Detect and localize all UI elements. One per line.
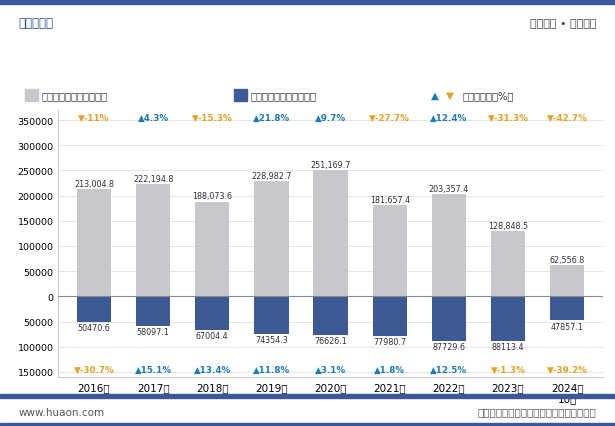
Bar (254, 296, 288, 334)
Text: 77980.7: 77980.7 (373, 337, 407, 346)
Text: ▼-1.3%: ▼-1.3% (491, 366, 525, 374)
Bar (136, 185, 170, 296)
Bar (77, 190, 111, 296)
Text: ▼-15.3%: ▼-15.3% (192, 113, 232, 122)
Text: 251,169.7: 251,169.7 (311, 160, 351, 169)
Text: 203,357.4: 203,357.4 (429, 184, 469, 193)
Text: 181,657.4: 181,657.4 (370, 195, 410, 204)
Bar (77, 296, 111, 322)
Bar (373, 296, 407, 336)
Text: 128,848.5: 128,848.5 (488, 222, 528, 230)
Bar (195, 296, 229, 330)
Bar (136, 296, 170, 326)
Text: ▲11.8%: ▲11.8% (253, 366, 290, 374)
Bar (314, 296, 347, 335)
Bar (234, 89, 247, 102)
Text: ▼-31.3%: ▼-31.3% (488, 113, 528, 122)
Text: 74354.3: 74354.3 (255, 335, 288, 344)
Bar (25, 89, 38, 102)
Text: 58097.1: 58097.1 (137, 327, 170, 336)
Bar (491, 232, 525, 296)
Text: 2016-2024年10月中国与苏丹进、出口商品总値: 2016-2024年10月中国与苏丹进、出口商品总値 (161, 53, 454, 71)
Text: ▲: ▲ (430, 91, 438, 101)
Bar (0, 423, 615, 426)
Text: ▼-11%: ▼-11% (78, 113, 109, 122)
Bar (550, 265, 584, 296)
Text: 88113.4: 88113.4 (492, 342, 525, 351)
Text: 87729.6: 87729.6 (432, 342, 466, 351)
Text: ▲9.7%: ▲9.7% (315, 113, 346, 122)
Text: ▲1.8%: ▲1.8% (374, 366, 405, 374)
Text: 同比增长率（%）: 同比增长率（%） (462, 91, 514, 101)
Text: ▲12.5%: ▲12.5% (430, 366, 467, 374)
Text: 数据来源：中国海关、华经产业研究院整理: 数据来源：中国海关、华经产业研究院整理 (478, 407, 597, 417)
Bar (0, 394, 615, 398)
Text: 213,004.8: 213,004.8 (74, 179, 114, 188)
Text: 华经情报网: 华经情报网 (18, 17, 54, 30)
Bar (432, 296, 466, 341)
Text: ▲21.8%: ▲21.8% (253, 113, 290, 122)
Text: ▼-30.7%: ▼-30.7% (74, 366, 114, 374)
Text: 进口商品总値（万美元）: 进口商品总値（万美元） (250, 91, 316, 101)
Text: ▲13.4%: ▲13.4% (194, 366, 231, 374)
Text: 222,194.8: 222,194.8 (133, 175, 173, 184)
Text: 62,556.8: 62,556.8 (550, 255, 585, 264)
Text: 76626.1: 76626.1 (314, 337, 347, 345)
Text: www.huaon.com: www.huaon.com (18, 407, 105, 417)
Text: 专业严谨 • 客观科学: 专业严谨 • 客观科学 (530, 18, 597, 29)
Bar (254, 181, 288, 296)
Bar (491, 296, 525, 341)
Text: 出口商品总値（万美元）: 出口商品总値（万美元） (41, 91, 107, 101)
Bar (195, 202, 229, 296)
Text: ▲4.3%: ▲4.3% (138, 113, 169, 122)
Text: 228,982.7: 228,982.7 (251, 171, 292, 180)
Text: 67004.4: 67004.4 (196, 331, 229, 340)
Text: ▼: ▼ (446, 91, 454, 101)
Text: ▼-39.2%: ▼-39.2% (547, 366, 588, 374)
Bar (373, 205, 407, 296)
Text: 47857.1: 47857.1 (551, 322, 584, 331)
Bar (0, 0, 615, 5)
Bar (550, 296, 584, 321)
Bar (314, 170, 347, 296)
Text: ▼-27.7%: ▼-27.7% (369, 113, 410, 122)
Text: ▲3.1%: ▲3.1% (315, 366, 346, 374)
Text: ▼-42.7%: ▼-42.7% (547, 113, 588, 122)
Text: ▲12.4%: ▲12.4% (430, 113, 467, 122)
Text: 188,073.6: 188,073.6 (192, 192, 232, 201)
Bar (432, 195, 466, 296)
Text: ▲15.1%: ▲15.1% (135, 366, 172, 374)
Text: 50470.6: 50470.6 (77, 323, 110, 332)
